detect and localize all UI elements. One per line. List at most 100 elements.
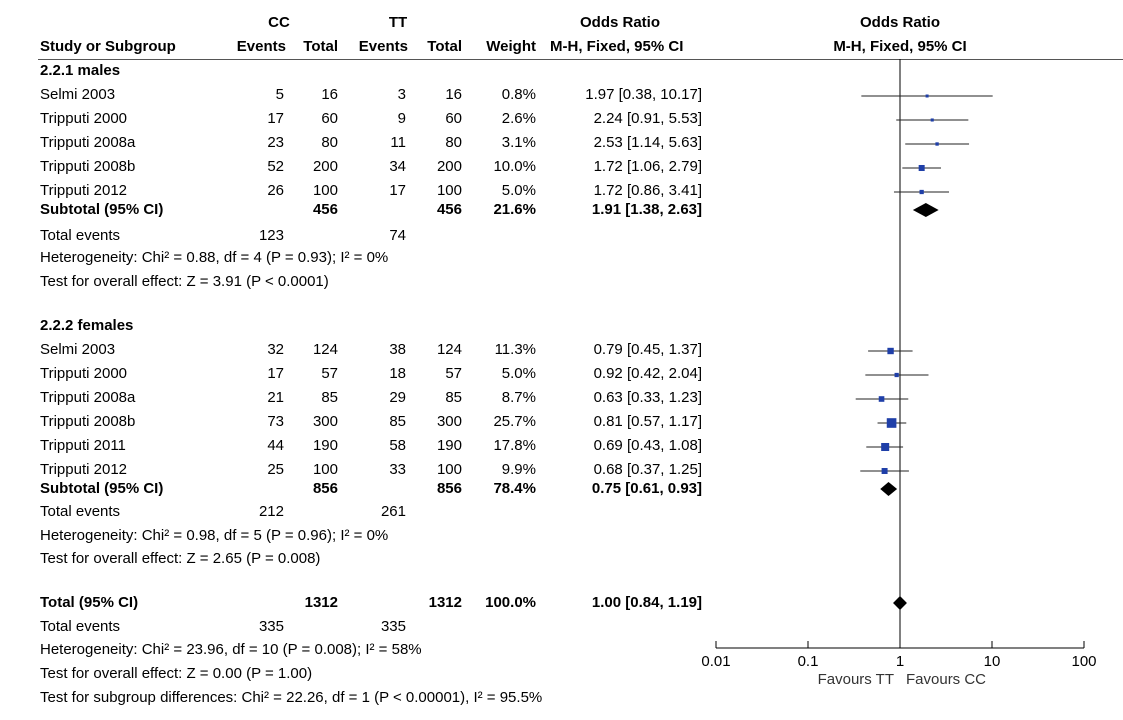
subtotal-name: Subtotal (95% CI) — [40, 201, 164, 218]
subtotal-diamond — [880, 482, 898, 496]
stat-note: Test for overall effect: Z = 3.91 (P < 0… — [40, 273, 329, 290]
events-name: Total events — [40, 503, 121, 520]
total-name: Total (95% CI) — [40, 594, 139, 611]
study-square — [919, 189, 924, 195]
study-square — [925, 94, 929, 98]
study-ci: 2.24 [0.91, 5.53] — [593, 110, 702, 127]
study-ci: 1.72 [0.86, 3.41] — [593, 182, 702, 199]
study-name: Tripputi 2008b — [40, 158, 136, 175]
study-n2: 80 — [445, 134, 462, 151]
total-ci: 1.00 [0.84, 1.19] — [591, 594, 702, 611]
study-weight: 2.6% — [501, 110, 536, 127]
subtotal-n2: 456 — [436, 201, 462, 218]
x-tick-label: 10 — [984, 653, 1001, 670]
header-total-cc: Total — [303, 38, 338, 55]
subtotal-ci: 1.91 [1.38, 2.63] — [591, 201, 702, 218]
study-weight: 8.7% — [501, 389, 536, 406]
stat-note: Test for overall effect: Z = 2.65 (P = 0… — [40, 550, 321, 567]
study-n2: 100 — [436, 182, 462, 199]
x-tick-label: 100 — [1071, 653, 1096, 670]
study-n1: 300 — [312, 413, 338, 430]
favours-left-label: Favours TT — [818, 671, 894, 688]
subgroup-label: 2.2.1 males — [40, 62, 121, 79]
study-e1: 52 — [267, 158, 284, 175]
study-weight: 25.7% — [493, 413, 536, 430]
study-ci: 2.53 [1.14, 5.63] — [593, 134, 702, 151]
study-e1: 32 — [267, 341, 284, 358]
study-square — [935, 142, 939, 146]
header-events-tt: Events — [358, 38, 408, 55]
subgroup-label: 2.2.2 females — [40, 317, 134, 334]
header-events-cc: Events — [236, 38, 286, 55]
study-n2: 124 — [436, 341, 462, 358]
study-weight: 5.0% — [501, 182, 536, 199]
subtotal-n1: 456 — [312, 201, 338, 218]
subtotal-n2: 856 — [436, 480, 462, 497]
subtotal-ci: 0.75 [0.61, 0.93] — [591, 480, 702, 497]
study-ci: 0.81 [0.57, 1.17] — [593, 413, 702, 430]
study-square — [894, 372, 899, 378]
study-e2: 17 — [389, 182, 406, 199]
study-square — [881, 468, 888, 474]
study-ci: 1.97 [0.38, 10.17] — [585, 86, 702, 103]
events-e1: 335 — [258, 618, 284, 635]
favours-right-label: Favours CC — [906, 671, 986, 688]
study-e2: 33 — [389, 461, 406, 478]
study-e2: 58 — [389, 437, 406, 454]
study-name: Tripputi 2000 — [40, 110, 127, 127]
stat-note: Heterogeneity: Chi² = 23.96, df = 10 (P … — [40, 641, 422, 658]
events-name: Total events — [40, 227, 121, 244]
subtotal-name: Subtotal (95% CI) — [40, 480, 164, 497]
header-odds-ratio-plot: Odds Ratio — [859, 14, 940, 31]
study-n1: 100 — [312, 182, 338, 199]
study-e1: 21 — [267, 389, 284, 406]
study-e2: 9 — [397, 110, 406, 127]
study-weight: 0.8% — [501, 86, 536, 103]
events-name: Total events — [40, 618, 121, 635]
study-name: Tripputi 2000 — [40, 365, 127, 382]
study-name: Selmi 2003 — [40, 86, 116, 103]
study-name: Tripputi 2012 — [40, 182, 127, 199]
study-n2: 16 — [445, 86, 462, 103]
study-e1: 17 — [267, 110, 284, 127]
study-n1: 124 — [312, 341, 338, 358]
study-n1: 100 — [312, 461, 338, 478]
study-weight: 10.0% — [493, 158, 536, 175]
events-e2: 74 — [389, 227, 406, 244]
study-name: Tripputi 2011 — [40, 437, 126, 454]
study-n2: 190 — [436, 437, 462, 454]
study-e1: 44 — [267, 437, 284, 454]
stat-note: Heterogeneity: Chi² = 0.98, df = 5 (P = … — [40, 527, 389, 544]
study-weight: 17.8% — [493, 437, 536, 454]
x-tick-label: 0.01 — [701, 653, 730, 670]
total-n2: 1312 — [428, 594, 462, 611]
events-e1: 212 — [258, 503, 284, 520]
header-total-tt: Total — [427, 38, 462, 55]
header-weight: Weight — [486, 38, 536, 55]
study-square — [878, 396, 885, 402]
study-n1: 85 — [321, 389, 338, 406]
stat-note: Test for overall effect: Z = 0.00 (P = 1… — [40, 665, 313, 682]
study-weight: 5.0% — [501, 365, 536, 382]
subtotal-diamond — [912, 203, 939, 217]
study-square — [930, 118, 934, 122]
study-name: Tripputi 2012 — [40, 461, 127, 478]
header-rule — [38, 59, 1123, 60]
stat-note: Test for subgroup differences: Chi² = 22… — [40, 689, 543, 706]
subtotal-weight: 78.4% — [493, 480, 536, 497]
study-e2: 29 — [389, 389, 406, 406]
study-square — [918, 164, 925, 172]
overall-diamond — [893, 596, 907, 610]
study-name: Selmi 2003 — [40, 341, 116, 358]
study-ci: 0.92 [0.42, 2.04] — [593, 365, 702, 382]
study-n1: 80 — [321, 134, 338, 151]
study-n1: 60 — [321, 110, 338, 127]
study-name: Tripputi 2008a — [40, 389, 136, 406]
study-n1: 200 — [312, 158, 338, 175]
study-e2: 11 — [390, 134, 406, 151]
study-n1: 190 — [312, 437, 338, 454]
total-n1: 1312 — [304, 594, 338, 611]
study-n2: 57 — [445, 365, 462, 382]
